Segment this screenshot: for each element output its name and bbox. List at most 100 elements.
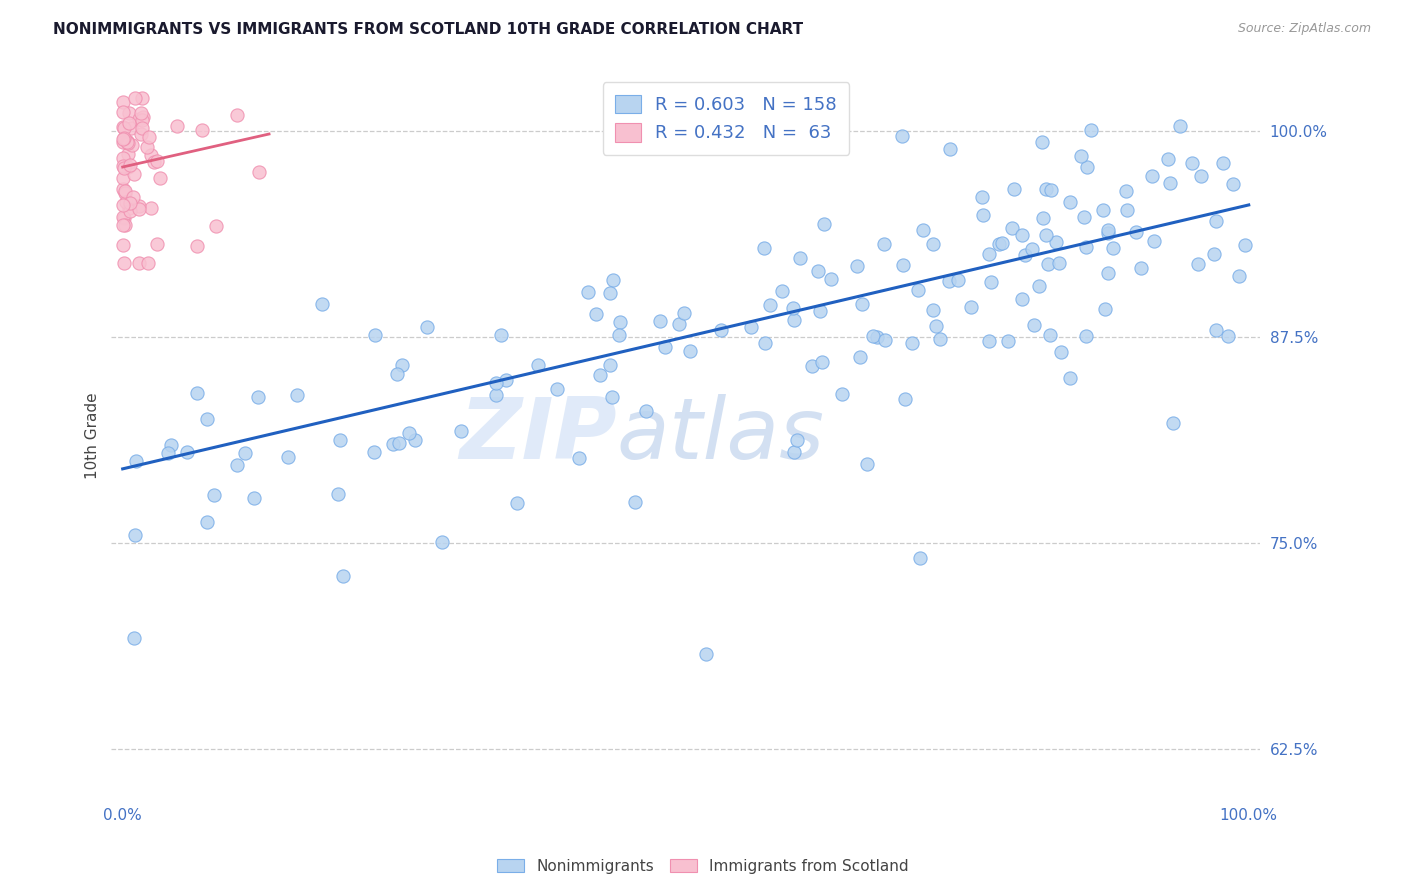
Point (136, 140, 159, 154)
Point (226, 458, 249, 472)
Point (176, 445, 198, 459)
Point (1205, 214, 1227, 228)
Point (141, 148, 163, 162)
Point (129, 127, 152, 141)
Point (810, 355, 832, 369)
Point (1014, 248, 1036, 262)
Point (1102, 241, 1125, 255)
Point (910, 550, 932, 565)
Point (710, 323, 733, 337)
Point (988, 237, 1011, 252)
Point (901, 336, 924, 351)
Point (117, 160, 139, 174)
Point (416, 320, 439, 334)
Point (111, 105, 134, 120)
Point (141, 202, 163, 216)
Point (131, 120, 153, 135)
Point (576, 285, 599, 299)
Point (875, 333, 897, 347)
Point (404, 433, 426, 447)
Point (247, 164, 270, 178)
Point (485, 376, 508, 390)
Point (607, 327, 630, 342)
Point (980, 276, 1002, 290)
Point (977, 334, 1000, 348)
Point (506, 496, 529, 510)
Point (890, 128, 912, 143)
Point (385, 367, 408, 381)
Point (568, 451, 591, 466)
Point (117, 147, 139, 161)
Point (851, 297, 873, 311)
Point (654, 340, 676, 354)
Point (195, 515, 218, 529)
Point (752, 241, 775, 255)
Point (679, 344, 702, 359)
Point (191, 123, 214, 137)
Point (117, 201, 139, 215)
Point (122, 632, 145, 646)
Point (972, 208, 994, 222)
Point (186, 385, 208, 400)
Point (1032, 211, 1054, 226)
Point (668, 318, 690, 332)
Point (363, 444, 385, 458)
Point (1205, 323, 1227, 337)
Point (1047, 256, 1070, 270)
Point (118, 196, 141, 211)
Point (1031, 136, 1053, 150)
Point (893, 258, 915, 272)
Point (285, 387, 308, 401)
Point (1059, 195, 1081, 210)
Point (1222, 178, 1244, 192)
Point (1074, 329, 1097, 343)
Point (450, 424, 472, 438)
Point (1073, 210, 1095, 224)
Point (124, 91, 146, 105)
Point (1070, 149, 1092, 163)
Point (124, 454, 146, 468)
Point (862, 329, 884, 343)
Point (112, 161, 135, 175)
Point (599, 285, 621, 300)
Point (907, 283, 929, 297)
Point (149, 170, 172, 185)
Point (146, 237, 169, 252)
Point (865, 329, 887, 343)
Text: atlas: atlas (617, 394, 825, 477)
Point (118, 203, 141, 218)
Point (786, 434, 808, 448)
Point (1002, 182, 1025, 196)
Point (1059, 370, 1081, 384)
Point (186, 238, 208, 252)
Point (128, 199, 150, 213)
Point (921, 236, 943, 251)
Point (128, 202, 150, 216)
Point (326, 487, 349, 501)
Point (146, 153, 169, 168)
Point (856, 457, 879, 471)
Point (1204, 247, 1226, 261)
Point (118, 116, 141, 130)
Point (946, 273, 969, 287)
Point (124, 528, 146, 542)
Point (277, 450, 299, 464)
Point (138, 255, 160, 269)
Point (112, 131, 135, 145)
Point (329, 433, 352, 447)
Point (131, 91, 153, 105)
Point (247, 390, 270, 404)
Point (808, 304, 831, 318)
Point (112, 198, 135, 212)
Point (138, 130, 160, 145)
Point (1049, 345, 1071, 359)
Point (997, 334, 1019, 348)
Point (1021, 242, 1043, 256)
Point (526, 358, 548, 372)
Point (1097, 223, 1119, 237)
Point (546, 382, 568, 396)
Point (111, 95, 134, 109)
Point (1011, 227, 1033, 242)
Point (112, 211, 135, 226)
Point (609, 315, 631, 329)
